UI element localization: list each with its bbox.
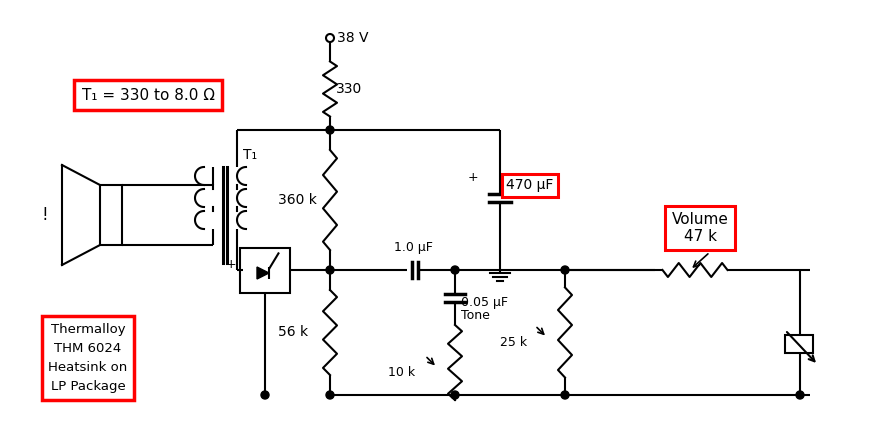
Circle shape xyxy=(326,266,334,274)
Text: 10 k: 10 k xyxy=(388,366,415,379)
Circle shape xyxy=(561,266,569,274)
Text: 470 μF: 470 μF xyxy=(506,178,553,193)
Text: T₁ = 330 to 8.0 Ω: T₁ = 330 to 8.0 Ω xyxy=(82,87,215,102)
Circle shape xyxy=(326,391,334,399)
Polygon shape xyxy=(257,267,269,279)
Circle shape xyxy=(796,391,804,399)
Text: Tone: Tone xyxy=(461,309,490,322)
Text: 1.0 μF: 1.0 μF xyxy=(393,241,432,254)
Text: Volume
47 k: Volume 47 k xyxy=(671,212,728,244)
Circle shape xyxy=(261,391,269,399)
Text: 56 k: 56 k xyxy=(278,326,308,340)
Text: 25 k: 25 k xyxy=(500,336,527,349)
Text: 0.05 μF: 0.05 μF xyxy=(461,296,508,309)
Bar xyxy=(100,185,122,245)
Text: 360 k: 360 k xyxy=(278,193,317,207)
Text: 330: 330 xyxy=(336,82,362,96)
Text: !: ! xyxy=(42,206,48,224)
Circle shape xyxy=(326,126,334,134)
Bar xyxy=(785,335,813,353)
Text: +: + xyxy=(226,258,236,271)
Circle shape xyxy=(561,391,569,399)
Bar xyxy=(240,248,290,292)
Text: T₁: T₁ xyxy=(243,148,257,162)
Text: 38 V: 38 V xyxy=(337,31,369,45)
Circle shape xyxy=(451,266,459,274)
Circle shape xyxy=(451,391,459,399)
Text: +: + xyxy=(467,171,478,184)
Text: Thermalloy
THM 6024
Heatsink on
LP Package: Thermalloy THM 6024 Heatsink on LP Packa… xyxy=(48,323,128,393)
